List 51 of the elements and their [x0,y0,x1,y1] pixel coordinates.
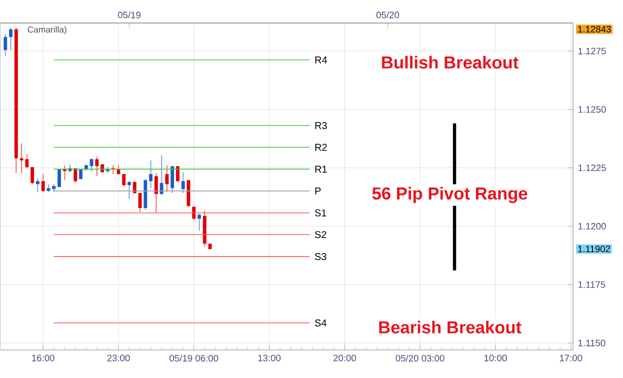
x2-tick-label: 05/19 [118,11,140,18]
candlestick [30,166,34,185]
x-tick-label: 05/19 06:00 [170,354,218,362]
series-label: S2 [314,231,326,238]
text: 1.11902 [578,246,610,252]
candlestick [154,172,158,214]
candlestick [58,168,61,188]
series-label: R1 [315,166,327,173]
x-tick-label: 23:00 [107,354,130,362]
candlestick [9,27,12,51]
y-tick-label: 1.1275 [578,48,606,54]
series-label: R2 [315,144,327,151]
y-tick-label: 1.1150 [578,340,606,346]
candlestick [176,166,180,184]
candlestick [181,172,185,194]
candlestick [4,34,8,56]
candlestick [90,158,94,172]
series-label: S3 [314,253,326,260]
candlestick [128,180,131,200]
candlestick [165,164,169,193]
series-label: S1 [314,209,326,216]
candlestick [192,205,196,220]
annotation: Bearish Breakout [379,320,522,334]
candlestick [74,168,78,184]
annotation: Bullish Breakout [382,56,518,69]
candlestick [36,178,40,193]
candlestick [149,160,153,189]
candlestick [170,166,174,194]
text: 1.12843 [578,26,611,33]
candlestick [132,180,136,195]
candlestick [41,174,45,193]
x-tick-label: 20:00 [333,354,356,362]
x2-tick-label: 05/20 [376,11,400,18]
y-tick-label: 1.1250 [578,106,606,113]
x-tick-label: 10:00 [484,354,507,362]
x-tick-label: 05/20 03:00 [396,354,444,362]
y-tick-label: 1.1225 [578,164,606,172]
x-tick-label: 17:00 [560,354,582,362]
candlestick [95,156,99,177]
series-label: S4 [314,319,326,326]
series-label: P [315,187,321,194]
x-tick-label: 16:00 [32,354,54,362]
candlestick [160,154,164,196]
series-label: R3 [315,122,327,130]
annotation: 56 Pip Pivot Range [372,186,528,204]
y-tick-label: 1.1200 [578,222,606,230]
annotation: Camarilla) [28,26,66,34]
x-tick-label: 13:00 [258,354,281,362]
y-tick-label: 1.1175 [578,281,606,288]
candlestick [122,174,126,188]
series-label: R4 [315,56,327,64]
